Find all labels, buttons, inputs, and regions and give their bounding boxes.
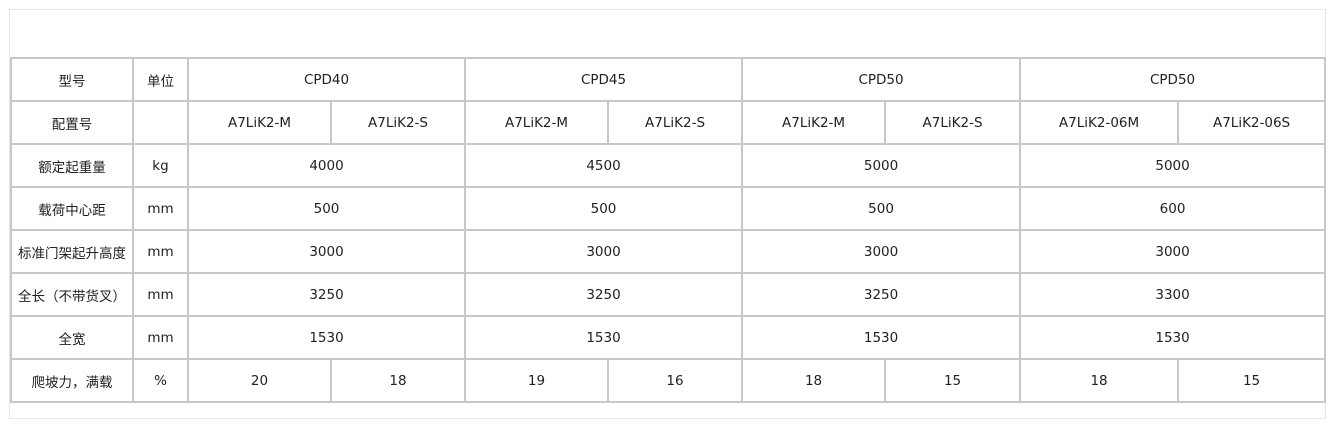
value-cell: 3000 [186,229,467,274]
value-cell: 18 [741,358,887,403]
model-cell: CPD50 [1019,57,1327,102]
spec-row: 额定起重量 kg 4000 4500 5000 5000 [10,143,1327,188]
value-cell: 1530 [1019,315,1327,360]
unit-cell: % [132,358,189,403]
row-label: 全宽 [10,315,134,360]
value-cell: 18 [329,358,467,403]
config-cell: A7LiK2-06S [1177,100,1327,145]
value-cell: 19 [464,358,610,403]
config-cell: A7LiK2-M [464,100,610,145]
spec-row: 载荷中心距 mm 500 500 500 600 [10,186,1327,231]
config-cell: A7LiK2-M [187,100,332,145]
row-label: 标准门架起升高度 [10,229,134,274]
value-cell: 4000 [186,143,467,188]
config-cell: A7LiK2-S [884,100,1022,145]
spec-table: 型号 单位 CPD40 CPD45 CPD50 CPD50 配置号 A7LiK2… [10,57,1327,403]
row-label: 全长（不带货叉） [10,272,134,317]
spec-row: 全长（不带货叉） mm 3250 3250 3250 3300 [10,272,1327,317]
value-cell: 18 [1019,358,1180,403]
value-cell: 15 [884,358,1022,403]
gradeability-row: 爬坡力，满载 % 20 18 19 16 18 15 18 15 [10,358,1327,403]
model-cell: CPD40 [186,57,467,102]
value-cell: 3250 [186,272,467,317]
row-label: 配置号 [10,100,134,145]
spec-row: 标准门架起升高度 mm 3000 3000 3000 3000 [10,229,1327,274]
value-cell: 15 [1177,358,1327,403]
row-label: 型号 [10,57,134,102]
unit-cell: 单位 [132,57,189,102]
unit-cell [132,100,189,145]
config-cell: A7LiK2-S [329,100,467,145]
row-label: 载荷中心距 [10,186,134,231]
value-cell: 3250 [464,272,744,317]
unit-cell: mm [132,315,189,360]
value-cell: 5000 [741,143,1022,188]
value-cell: 16 [607,358,744,403]
value-cell: 1530 [741,315,1022,360]
config-cell: A7LiK2-06M [1019,100,1180,145]
config-cell: A7LiK2-S [607,100,744,145]
row-label: 额定起重量 [10,143,134,188]
config-row: 配置号 A7LiK2-M A7LiK2-S A7LiK2-M A7LiK2-S … [10,100,1327,145]
value-cell: 20 [187,358,332,403]
unit-cell: kg [132,143,189,188]
value-cell: 1530 [186,315,467,360]
config-cell: A7LiK2-M [741,100,887,145]
value-cell: 3250 [741,272,1022,317]
unit-cell: mm [132,229,189,274]
value-cell: 3000 [741,229,1022,274]
value-cell: 500 [741,186,1022,231]
value-cell: 600 [1019,186,1327,231]
model-cell: CPD50 [741,57,1022,102]
unit-cell: mm [132,186,189,231]
model-cell: CPD45 [464,57,744,102]
value-cell: 5000 [1019,143,1327,188]
value-cell: 3000 [464,229,744,274]
table-caption [10,10,1325,57]
row-label: 爬坡力，满载 [10,358,134,403]
header-row: 型号 单位 CPD40 CPD45 CPD50 CPD50 [10,57,1327,102]
value-cell: 3000 [1019,229,1327,274]
spec-row: 全宽 mm 1530 1530 1530 1530 [10,315,1327,360]
unit-cell: mm [132,272,189,317]
value-cell: 500 [186,186,467,231]
value-cell: 3300 [1019,272,1327,317]
value-cell: 1530 [464,315,744,360]
value-cell: 4500 [464,143,744,188]
spec-table-container: 型号 单位 CPD40 CPD45 CPD50 CPD50 配置号 A7LiK2… [9,9,1327,419]
value-cell: 500 [464,186,744,231]
